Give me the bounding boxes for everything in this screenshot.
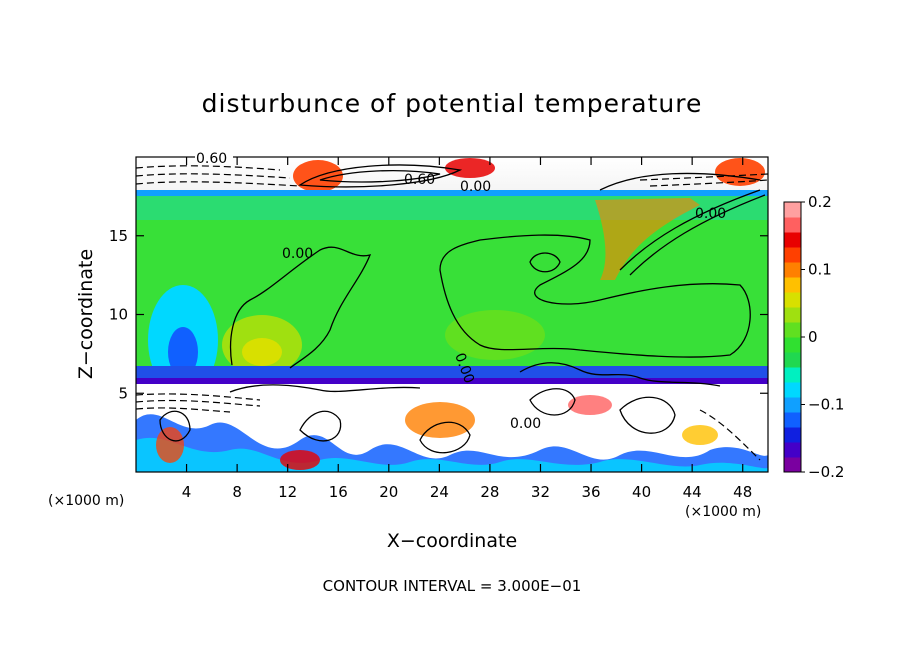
contour-neg-low-4 xyxy=(699,409,761,461)
colorbar-segment xyxy=(784,202,801,218)
colorbar-segment xyxy=(784,457,801,473)
contour-label-6: 0.00 xyxy=(695,206,726,222)
contour-neg-top-2 xyxy=(136,173,291,179)
y-tick-label: 10 xyxy=(109,306,128,324)
colorbar-segment xyxy=(784,292,801,308)
colorbar-segment xyxy=(784,217,801,233)
x-tick-label: 24 xyxy=(430,483,449,501)
contour-zero-2 xyxy=(439,234,751,358)
field-top-warm-2 xyxy=(445,158,495,178)
y-tick-label: 15 xyxy=(109,227,128,245)
field-warm-core xyxy=(242,338,282,366)
colorbar-tick-label: 0 xyxy=(808,328,818,346)
field-cold-core xyxy=(168,327,198,377)
x-axis-label: X−coordinate xyxy=(387,530,517,552)
x-tick-label: 4 xyxy=(182,483,192,501)
contour-label-1: 0.60 xyxy=(196,151,227,167)
y-axis-label: Z−coordinate xyxy=(75,249,97,379)
contour-label-4: 0.00 xyxy=(282,246,313,262)
chart-title: disturbunce of potential temperature xyxy=(202,89,703,118)
colorbar-segment xyxy=(784,427,801,443)
field-blue-strip xyxy=(136,366,768,378)
x-tick-label: 44 xyxy=(683,483,702,501)
colorbar-segment xyxy=(784,322,801,338)
contour-lower-5 xyxy=(529,388,576,416)
colorbar-segment xyxy=(784,247,801,263)
field-warm-region-2 xyxy=(445,310,545,360)
x-unit-left: (×1000 m) xyxy=(48,493,124,509)
contour-lower-2 xyxy=(519,362,721,387)
x-tick-label: 40 xyxy=(632,483,651,501)
colorbar-segment xyxy=(784,397,801,413)
x-tick-label: 20 xyxy=(379,483,398,501)
x-unit-right: (×1000 m) xyxy=(685,504,761,520)
colorbar-ticks: 0.2 0.1 0 −0.1 −0.2 xyxy=(801,193,844,481)
contour-neg-top-5 xyxy=(649,179,768,187)
x-axis-ticks: 4 8 12 16 20 24 28 32 36 40 44 48 xyxy=(182,157,752,501)
x-tick-label: 8 xyxy=(232,483,242,501)
colorbar-tick-label: −0.2 xyxy=(808,463,844,481)
colorbar-segment xyxy=(784,367,801,383)
colorbar xyxy=(783,201,802,473)
field-purple-strip xyxy=(136,378,768,384)
colorbar-segment xyxy=(784,337,801,353)
y-tick-label: 5 xyxy=(118,384,128,402)
plot-area xyxy=(136,157,768,472)
contour-neg-low-3 xyxy=(136,407,231,413)
colorbar-segment xyxy=(784,307,801,323)
contour-neg-low-2 xyxy=(136,399,261,407)
contour-neg-top-1 xyxy=(136,165,281,171)
contour-top-3 xyxy=(599,172,761,191)
contour-lower-3 xyxy=(299,410,342,442)
y-axis-ticks: 5 10 15 xyxy=(109,227,768,402)
x-tick-label: 28 xyxy=(480,483,499,501)
colorbar-segment xyxy=(784,382,801,398)
colorbar-tick-label: −0.1 xyxy=(808,396,844,414)
field-top-edge xyxy=(136,190,768,196)
contour-label-5: 0.00 xyxy=(510,416,541,432)
contour-neg-top-4 xyxy=(639,173,768,181)
colorbar-segment xyxy=(784,412,801,428)
colorbar-segment xyxy=(784,277,801,293)
contour-zero-3 xyxy=(529,252,561,273)
field-lower-warm xyxy=(405,402,475,438)
colorbar-tick-label: 0.2 xyxy=(808,193,832,211)
contour-neg-low-1 xyxy=(136,393,261,401)
contour-lower-4 xyxy=(419,421,471,454)
x-tick-label: 32 xyxy=(531,483,550,501)
contour-top-2 xyxy=(319,170,441,183)
x-tick-label: 16 xyxy=(329,483,348,501)
contour-neg-top-3 xyxy=(136,181,301,187)
field-lower-warm-2 xyxy=(280,450,320,470)
contour-zero-1 xyxy=(229,246,372,369)
x-tick-label: 36 xyxy=(581,483,600,501)
contour-lower-7 xyxy=(159,410,191,442)
field-lower-warm-3 xyxy=(568,395,612,415)
contour-lower-6 xyxy=(619,396,676,434)
x-tick-label: 12 xyxy=(278,483,297,501)
colorbar-tick-label: 0.1 xyxy=(808,261,832,279)
colorbar-segment xyxy=(784,442,801,458)
field-lower-warm-5 xyxy=(682,425,718,445)
contour-top-1 xyxy=(298,164,463,188)
colorbar-segment xyxy=(784,262,801,278)
x-tick-label: 48 xyxy=(733,483,752,501)
contour-interval-note: CONTOUR INTERVAL = 3.000E−01 xyxy=(323,577,582,595)
field-lower-warm-4 xyxy=(156,427,184,463)
colorbar-segment xyxy=(784,352,801,368)
contour-label-3: 0.00 xyxy=(460,179,491,195)
contour-diag xyxy=(619,189,761,271)
contour-label-2: 0.60 xyxy=(404,172,435,188)
field-plume xyxy=(595,198,700,280)
colorbar-segment xyxy=(784,232,801,248)
contour-lower-1 xyxy=(229,384,421,393)
contour-diag-2 xyxy=(629,194,766,276)
